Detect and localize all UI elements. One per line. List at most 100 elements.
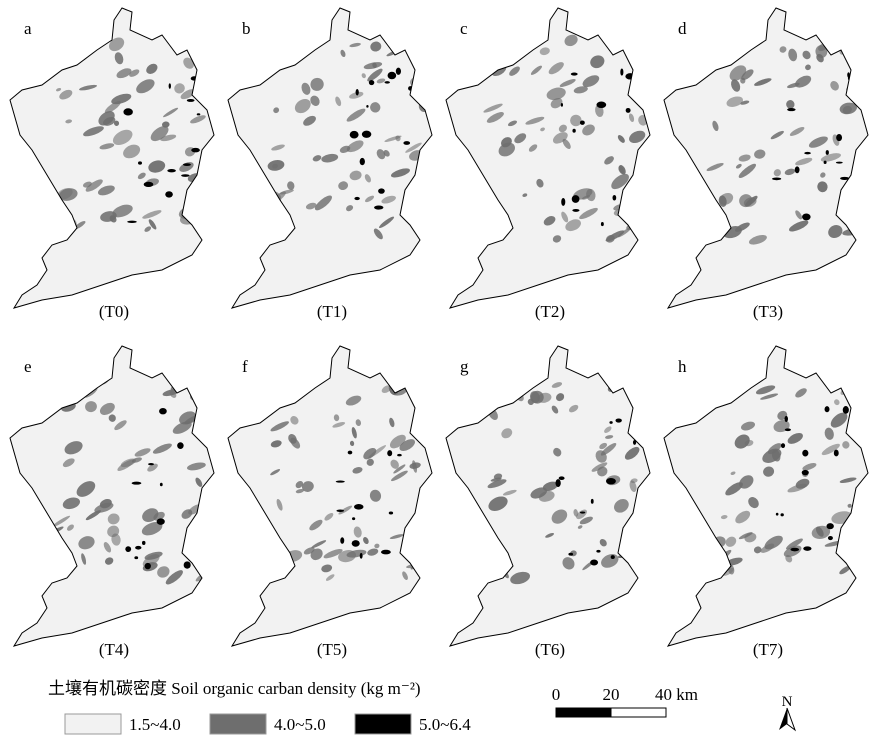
patch <box>615 418 621 422</box>
patch <box>350 131 359 139</box>
patch <box>194 386 204 396</box>
patch <box>572 209 579 212</box>
patch <box>802 213 811 220</box>
patch <box>132 482 142 485</box>
patch <box>848 178 860 185</box>
patch <box>413 532 421 541</box>
patch <box>625 549 634 557</box>
patch <box>609 421 612 424</box>
patch <box>828 536 833 540</box>
patch <box>629 553 647 569</box>
map-panel: e (T4) <box>10 346 214 659</box>
map-panel: c(T2) <box>446 8 650 321</box>
patch <box>707 212 718 226</box>
map-fill <box>10 8 214 308</box>
panel-label: (T6) <box>535 640 565 659</box>
patch <box>191 38 211 52</box>
patch <box>561 103 563 107</box>
patch <box>612 195 616 200</box>
patch <box>824 161 827 164</box>
panel-label: (T3) <box>753 302 783 321</box>
patch <box>50 560 67 574</box>
panel-label: (T2) <box>535 302 565 321</box>
patch <box>727 41 739 52</box>
patch <box>626 108 631 113</box>
patch <box>855 397 866 410</box>
north-label: N <box>782 694 793 710</box>
patch <box>142 541 146 545</box>
patch <box>138 161 142 164</box>
patch <box>413 535 422 541</box>
panel-letter: e <box>24 357 32 376</box>
patch <box>606 478 616 484</box>
patch <box>157 518 165 525</box>
patch <box>621 532 631 535</box>
patch <box>52 220 62 228</box>
patch <box>389 511 393 514</box>
patch <box>847 223 854 225</box>
patch <box>387 450 392 456</box>
map-panel: h(T7) <box>664 346 868 659</box>
patch <box>184 561 191 568</box>
patch <box>283 53 294 63</box>
patch <box>57 382 65 390</box>
patch <box>160 483 163 487</box>
patch <box>381 550 391 555</box>
patch <box>827 523 834 529</box>
patch <box>135 546 141 550</box>
patch <box>624 214 646 232</box>
patch <box>620 69 623 76</box>
legend-swatch <box>210 714 266 734</box>
map-panel: g(T6) <box>446 346 652 659</box>
patch <box>354 504 363 510</box>
panel-label: (T4) <box>99 640 129 659</box>
patch <box>559 476 565 480</box>
patch <box>825 406 830 412</box>
patch <box>795 166 800 173</box>
patch <box>572 195 580 203</box>
legend-label: 4.0~5.0 <box>274 715 326 734</box>
patch <box>127 221 137 223</box>
patch <box>272 225 291 236</box>
patch <box>635 523 641 530</box>
patch <box>802 450 808 457</box>
patch <box>352 517 355 520</box>
patch <box>397 454 402 457</box>
patch <box>601 222 604 226</box>
patch <box>500 380 513 389</box>
patch <box>415 47 431 61</box>
patch <box>378 188 385 193</box>
patch <box>416 498 430 509</box>
panel-letter: f <box>242 357 248 376</box>
panel-label: (T7) <box>753 640 783 659</box>
patch <box>826 150 829 155</box>
patch <box>369 80 374 85</box>
patch <box>356 89 359 95</box>
patch <box>846 533 865 544</box>
arrow-half <box>787 708 795 730</box>
patch <box>591 499 594 504</box>
patch <box>200 49 213 61</box>
patch <box>802 470 809 476</box>
patch <box>635 203 643 216</box>
patch <box>787 108 795 111</box>
patch <box>776 513 779 516</box>
patch <box>191 148 200 153</box>
map-panel: a(T0) <box>10 8 214 321</box>
patch <box>625 73 635 79</box>
patch <box>374 205 383 209</box>
patch <box>611 555 615 559</box>
patch <box>621 527 642 544</box>
legend-swatch <box>355 714 411 734</box>
patch <box>498 384 507 394</box>
patch <box>572 129 575 133</box>
patch <box>785 428 791 431</box>
panel-letter: a <box>24 19 32 38</box>
patch <box>352 540 360 547</box>
patch <box>145 563 151 569</box>
patch <box>580 120 585 124</box>
scale-segment <box>611 708 666 717</box>
patch <box>177 442 183 449</box>
patch <box>843 406 849 414</box>
scale-label: 20 <box>603 685 620 704</box>
